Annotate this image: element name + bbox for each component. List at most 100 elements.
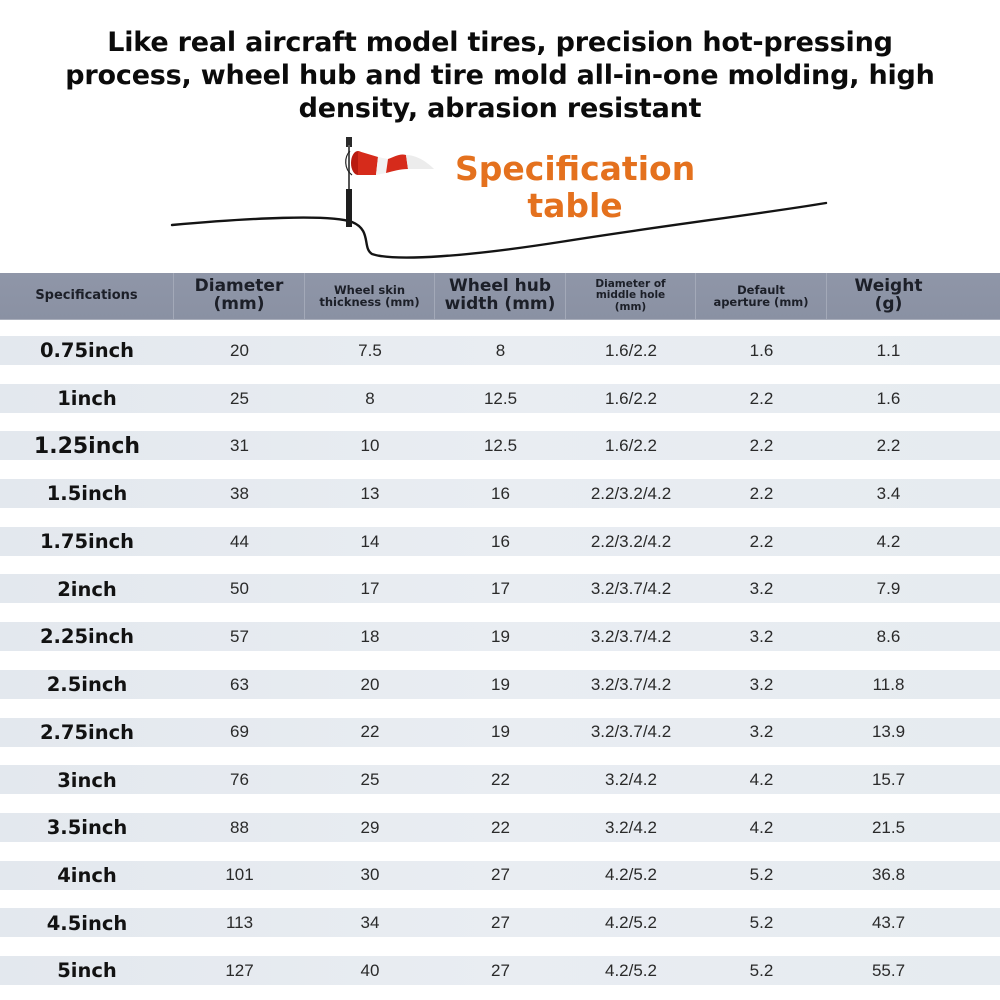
row-band: [0, 479, 1000, 509]
cell-wheel-hub-width: 22: [491, 770, 510, 790]
cell-wheel-skin-thickness: 40: [360, 960, 380, 980]
cell-middle-hole-diameter: 3.2/4.2: [605, 770, 657, 790]
row-band: [0, 765, 1000, 795]
header-text: aperture (mm): [713, 295, 809, 309]
row-band: [0, 622, 1000, 652]
cell-wheel-skin-thickness: 30: [360, 865, 380, 885]
cell-wheel-skin-thickness: 18: [360, 626, 380, 646]
cell-spec: 1inch: [57, 387, 117, 411]
header-text: Weight: [854, 276, 923, 297]
cell-middle-hole-diameter: 1.6/2.2: [605, 388, 657, 408]
cell-wheel-skin-thickness: 29: [360, 817, 380, 837]
cell-middle-hole-diameter: 4.2/5.2: [605, 865, 657, 885]
section-title-line-2: table: [527, 186, 623, 225]
section-title: Specification table: [455, 150, 695, 224]
cell-default-aperture: 4.2: [749, 770, 774, 790]
cell-wheel-hub-width: 22: [491, 817, 510, 837]
specification-table: Specifications Diameter (mm) Wheel skin …: [0, 273, 1000, 988]
cell-spec: 0.75inch: [39, 339, 135, 363]
cell-default-aperture: 1.6: [749, 340, 774, 360]
cell-diameter: 25: [230, 388, 249, 408]
cell-default-aperture: 2.2: [749, 531, 774, 551]
cell-default-aperture: 5.2: [749, 865, 774, 885]
cell-weight: 21.5: [871, 817, 906, 837]
header-text: (mm): [213, 294, 265, 314]
table-row: 1.75inch 44 14 16 2.2/3.2/4.2 2.2 4.2: [0, 511, 1000, 559]
row-band: [0, 431, 1000, 461]
row-band: [0, 574, 1000, 604]
cell-default-aperture: 3.2: [749, 674, 774, 694]
column-header-diameter: Diameter (mm): [174, 273, 305, 319]
cell-wheel-skin-thickness: 20: [360, 674, 380, 694]
cell-weight: 1.6: [876, 388, 901, 408]
cell-weight: 7.9: [876, 579, 901, 599]
windsock-icon: [345, 137, 434, 227]
table-row: 2.75inch 69 22 19 3.2/3.7/4.2 3.2 13.9: [0, 702, 1000, 750]
cell-spec: 2.75inch: [39, 720, 135, 744]
headline-line-1: Like real aircraft model tires, precisio…: [107, 27, 893, 58]
header-text: middle hole: [595, 289, 666, 302]
cell-weight: 3.4: [876, 483, 901, 503]
table-row: 3.5inch 88 29 22 3.2/4.2 4.2 21.5: [0, 797, 1000, 845]
cell-weight: 11.8: [872, 674, 905, 694]
row-band: [0, 336, 1000, 365]
header-text: (mm): [614, 300, 647, 313]
column-header-weight: Weight (g): [827, 273, 950, 319]
row-band: [0, 717, 1000, 747]
cell-weight: 43.7: [871, 913, 906, 933]
cell-spec: 3inch: [57, 768, 117, 792]
header-text: Wheel skin: [333, 282, 406, 297]
table-header: Specifications Diameter (mm) Wheel skin …: [0, 273, 1000, 320]
header-text: width (mm): [444, 294, 556, 314]
header-text: (g): [874, 294, 903, 314]
cell-default-aperture: 3.2: [749, 579, 774, 599]
cell-wheel-hub-width: 19: [491, 674, 510, 694]
cell-middle-hole-diameter: 3.2/3.7/4.2: [590, 626, 672, 646]
cell-spec: 4inch: [57, 863, 117, 887]
table-row: 3inch 76 25 22 3.2/4.2 4.2 15.7: [0, 749, 1000, 797]
headline-line-3: density, abrasion resistant: [298, 93, 702, 124]
cell-middle-hole-diameter: 3.2/3.7/4.2: [590, 579, 672, 599]
cell-wheel-hub-width: 19: [491, 722, 510, 742]
table-body: 0.75inch 20 7.5 8 1.6/2.2 1.6 1.1 1inch 25 8 12.5 1…: [0, 320, 1000, 988]
cell-middle-hole-diameter: 3.2/4.2: [605, 817, 657, 837]
cell-middle-hole-diameter: 4.2/5.2: [605, 913, 657, 933]
cell-weight: 8.6: [876, 626, 901, 646]
table-row: 0.75inch 20 7.5 8 1.6/2.2 1.6 1.1: [0, 320, 1000, 368]
cell-weight: 13.9: [871, 722, 906, 742]
cell-wheel-skin-thickness: 7.5: [358, 340, 382, 360]
column-header-default-aperture: Default aperture (mm): [696, 273, 827, 319]
column-header-wheel-hub-width: Wheel hub width (mm): [435, 273, 566, 319]
cell-wheel-hub-width: 27: [491, 913, 510, 933]
cell-spec: 1.25inch: [33, 433, 141, 459]
cell-wheel-skin-thickness: 8: [365, 388, 375, 408]
table-row: 5inch 127 40 27 4.2/5.2 5.2 55.7: [0, 940, 1000, 988]
cell-spec: 3.5inch: [46, 816, 128, 840]
row-band: [0, 526, 1000, 556]
cell-diameter: 69: [230, 722, 249, 742]
cell-diameter: 44: [230, 531, 249, 551]
cell-middle-hole-diameter: 3.2/3.7/4.2: [590, 674, 672, 694]
cell-wheel-hub-width: 16: [491, 483, 510, 503]
cell-wheel-skin-thickness: 13: [360, 483, 380, 503]
cell-weight: 4.2: [876, 531, 901, 551]
cell-wheel-hub-width: 17: [491, 579, 510, 599]
cell-wheel-hub-width: 8: [495, 340, 506, 360]
cell-diameter: 127: [225, 960, 254, 980]
cell-wheel-skin-thickness: 34: [360, 913, 380, 933]
row-band: [0, 908, 1000, 938]
cell-diameter: 31: [230, 436, 249, 456]
row-band: [0, 383, 1000, 413]
header-text: thickness (mm): [319, 295, 420, 309]
cell-wheel-hub-width: 12.5: [483, 436, 518, 456]
cell-spec: 1.75inch: [39, 530, 135, 554]
cell-wheel-skin-thickness: 25: [360, 770, 380, 790]
cell-wheel-skin-thickness: 10: [360, 436, 380, 456]
cell-diameter: 20: [230, 340, 249, 360]
cell-diameter: 57: [230, 626, 249, 646]
cell-default-aperture: 5.2: [749, 960, 774, 980]
cell-weight: 2.2: [876, 436, 901, 456]
cell-spec: 5inch: [57, 959, 117, 983]
header-text: Default: [737, 282, 785, 297]
cell-spec: 1.5inch: [46, 482, 128, 506]
